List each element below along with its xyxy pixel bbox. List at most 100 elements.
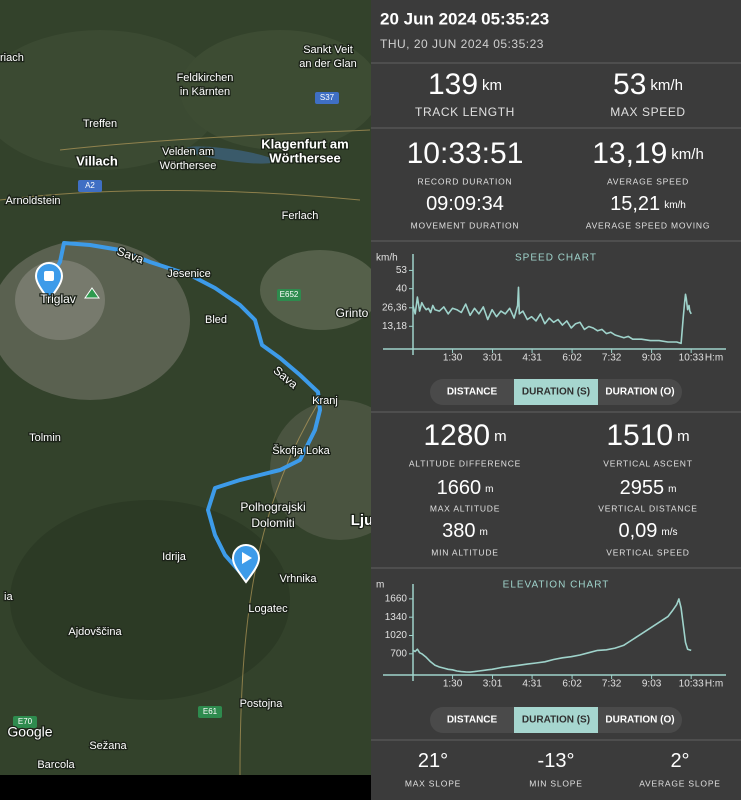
tab[interactable]: DURATION (S) bbox=[522, 387, 590, 398]
place-label: Jesenice bbox=[167, 268, 210, 280]
stat-number: 10:33:51 bbox=[407, 137, 524, 170]
place-label: Tolmin bbox=[29, 432, 61, 444]
charts: SPEED CHART km/h53 40 26,36 13,18 1:30 3:01 4:3… bbox=[376, 253, 726, 733]
place-label: Villach bbox=[76, 153, 118, 168]
tab[interactable]: DURATION (O) bbox=[605, 715, 674, 726]
place-label: riach bbox=[0, 52, 24, 64]
stat-number: 13,19 bbox=[592, 137, 667, 170]
stat-number: 15,21 bbox=[610, 193, 660, 215]
x-tick-label: 3:01 bbox=[483, 353, 503, 364]
stat-label: MAX ALTITUDE bbox=[430, 503, 500, 513]
chart: SPEED CHART km/h53 40 26,36 13,18 1:30 3:01 4:3… bbox=[376, 253, 726, 405]
header-title: 20 Jun 2024 05:35:23 bbox=[380, 9, 549, 28]
x-tick-label: 7:32 bbox=[602, 679, 622, 690]
x-tick-label: 4:31 bbox=[522, 679, 542, 690]
stat-value: 1280 m bbox=[423, 419, 506, 452]
stat-value: 09:09:34 bbox=[426, 193, 504, 215]
chart-tabs: DISTANCE DURATION (S) DURATION (O) bbox=[430, 707, 682, 733]
stat-label: RECORD DURATION bbox=[418, 176, 513, 186]
stat-label: ALTITUDE DIFFERENCE bbox=[409, 458, 521, 468]
end-marker[interactable] bbox=[231, 544, 261, 584]
map-labels: riach Sankt Veit an der Glan Feldkirchen in … bbox=[0, 43, 375, 773]
stat-label: AVERAGE SPEED MOVING bbox=[586, 220, 710, 230]
place-label: Bled bbox=[205, 314, 227, 326]
y-axis-label: km/h bbox=[376, 253, 398, 264]
y-tick-label: 1660 bbox=[385, 594, 408, 605]
stat-label: AVERAGE SPEED bbox=[607, 176, 689, 186]
x-tick-label: 9:03 bbox=[642, 679, 662, 690]
stat-unit: km/h bbox=[650, 77, 683, 94]
stat-label: MAX SPEED bbox=[610, 105, 685, 119]
x-axis-label: H:m bbox=[705, 353, 723, 364]
road-badge bbox=[13, 716, 37, 728]
stat-label: VERTICAL SPEED bbox=[606, 547, 689, 557]
stat-unit: km/h bbox=[671, 146, 704, 163]
route bbox=[50, 241, 322, 574]
place-label: Ferlach bbox=[282, 210, 319, 222]
x-tick-label: 6:02 bbox=[562, 679, 582, 690]
y-tick-label: 13,18 bbox=[382, 321, 407, 332]
road-label: A2 bbox=[85, 181, 95, 190]
chart-title: ELEVATION CHART bbox=[503, 580, 610, 591]
stat-unit: m/s bbox=[661, 527, 677, 538]
stat-number: 1280 bbox=[423, 419, 490, 452]
y-tick-label: 26,36 bbox=[382, 302, 407, 313]
x-tick-label: 1:30 bbox=[443, 679, 463, 690]
stat-number: -13° bbox=[538, 750, 575, 772]
stat-label: VERTICAL ASCENT bbox=[603, 458, 692, 468]
stat-number: 2955 bbox=[620, 477, 665, 499]
place-label: Treffen bbox=[83, 118, 117, 130]
stat-unit: m bbox=[480, 527, 488, 538]
forest bbox=[10, 500, 290, 700]
stat-value: 380 m bbox=[442, 520, 488, 542]
place-label: Velden am bbox=[162, 146, 214, 158]
map[interactable]: riach Sankt Veit an der Glan Feldkirchen in … bbox=[0, 0, 410, 776]
place-label: Feldkirchen bbox=[177, 72, 234, 84]
place-label: Grinto bbox=[336, 306, 369, 320]
mountains bbox=[260, 250, 380, 330]
stat-unit: km bbox=[482, 77, 502, 94]
stat-unit: m bbox=[668, 484, 676, 495]
stat-number: 1510 bbox=[606, 419, 673, 452]
stat-label: TRACK LENGTH bbox=[415, 105, 515, 119]
tab[interactable]: DURATION (S) bbox=[522, 715, 590, 726]
place-label: an der Glan bbox=[299, 58, 356, 70]
place-label: Kranj bbox=[312, 395, 338, 407]
start-marker[interactable] bbox=[34, 262, 64, 302]
stat-value: 0,09 m/s bbox=[618, 520, 677, 542]
y-tick-label: 700 bbox=[390, 648, 407, 659]
tab[interactable]: DISTANCE bbox=[447, 387, 498, 398]
terrain bbox=[180, 30, 380, 150]
stat-label: MIN ALTITUDE bbox=[431, 547, 499, 557]
road-badge bbox=[198, 706, 222, 718]
tab[interactable]: DISTANCE bbox=[447, 715, 498, 726]
terrain bbox=[0, 30, 220, 170]
stat-unit: m bbox=[485, 484, 493, 495]
stat-value: 13,19 km/h bbox=[592, 137, 704, 170]
tab-selected bbox=[514, 379, 598, 405]
tab[interactable]: DURATION (O) bbox=[605, 387, 674, 398]
place-label: Arnoldstein bbox=[5, 195, 60, 207]
place-label: Wörthersee bbox=[269, 150, 341, 165]
place-label: ia bbox=[4, 591, 13, 603]
road-label: E652 bbox=[280, 290, 299, 299]
stat-number: 1660 bbox=[437, 477, 482, 499]
place-label: Polhograjski bbox=[240, 500, 305, 514]
x-axis-label: H:m bbox=[705, 679, 723, 690]
stat-label: MOVEMENT DURATION bbox=[411, 220, 520, 230]
place-label: Škofja Loka bbox=[272, 444, 330, 457]
y-axis-label: m bbox=[376, 580, 384, 591]
x-tick-label: 1:30 bbox=[443, 353, 463, 364]
stat-unit: m bbox=[494, 428, 507, 445]
road-badge bbox=[315, 92, 339, 104]
stat-value: 1660 m bbox=[437, 477, 494, 499]
place-label: Wörthersee bbox=[160, 160, 217, 172]
map-attribution: Google bbox=[7, 724, 52, 740]
stat-value: 139 km bbox=[428, 68, 502, 101]
stat-value: 1510 m bbox=[606, 419, 689, 452]
stat-value: 53 km/h bbox=[613, 68, 683, 101]
x-tick-label: 4:31 bbox=[522, 353, 542, 364]
data-line bbox=[412, 286, 692, 345]
place-label: Idrija bbox=[162, 551, 187, 563]
